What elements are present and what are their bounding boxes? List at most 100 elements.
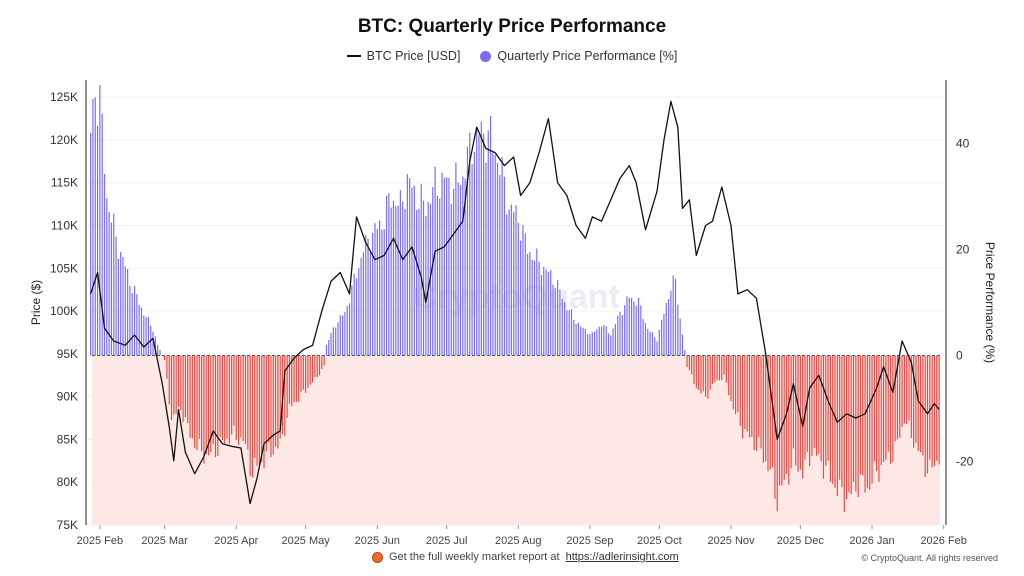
- performance-bar: [494, 154, 496, 356]
- performance-bar: [693, 355, 695, 384]
- performance-bar: [446, 177, 448, 356]
- performance-bar: [240, 355, 242, 438]
- performance-bar: [383, 229, 385, 356]
- performance-bar: [753, 355, 755, 451]
- performance-bar: [369, 252, 371, 356]
- performance-bar: [670, 290, 672, 356]
- performance-bar: [425, 216, 427, 356]
- performance-bar: [409, 178, 411, 356]
- performance-bar: [328, 340, 330, 356]
- performance-bar: [217, 355, 219, 456]
- performance-bar: [811, 355, 813, 456]
- chart-legend: BTC Price [USD] Quarterly Price Performa…: [0, 49, 1024, 63]
- performance-bar: [672, 275, 674, 356]
- performance-bar: [376, 228, 378, 356]
- performance-bar: [728, 355, 730, 396]
- performance-bar: [247, 355, 249, 450]
- performance-bar: [295, 355, 297, 403]
- performance-bar: [339, 315, 341, 356]
- performance-bar: [929, 355, 931, 460]
- performance-bar: [101, 113, 103, 356]
- legend-label-price: BTC Price [USD]: [366, 49, 461, 63]
- performance-bar: [344, 312, 346, 356]
- performance-bar: [235, 355, 237, 440]
- performance-bar: [563, 302, 566, 356]
- performance-bar: [665, 303, 667, 356]
- performance-bar: [268, 355, 270, 443]
- performance-bar: [480, 121, 482, 356]
- performance-bar: [108, 212, 110, 356]
- performance-bar: [455, 162, 457, 356]
- performance-bar: [820, 355, 822, 462]
- performance-bar: [716, 355, 718, 380]
- performance-bar: [270, 355, 272, 458]
- performance-bar: [203, 355, 205, 464]
- performance-bar: [894, 355, 896, 442]
- performance-bar: [714, 355, 716, 383]
- performance-bar: [718, 355, 721, 381]
- x-tick-label: 2025 Nov: [707, 535, 755, 547]
- performance-bar: [231, 355, 233, 435]
- performance-bar: [924, 355, 926, 478]
- performance-bar: [545, 269, 547, 356]
- performance-bar: [700, 355, 702, 394]
- performance-bar: [499, 175, 501, 356]
- performance-bar: [526, 253, 529, 356]
- line-swatch-icon: [346, 55, 361, 57]
- performance-bar: [663, 313, 665, 356]
- left-tick-label: 105K: [50, 261, 78, 275]
- performance-bar: [723, 355, 725, 375]
- performance-bar: [140, 307, 143, 356]
- performance-bar: [244, 355, 247, 444]
- performance-bar: [513, 212, 515, 356]
- performance-bar: [191, 355, 193, 439]
- left-tick-label: 125K: [50, 90, 78, 104]
- performance-bar: [113, 213, 115, 356]
- performance-bar: [415, 210, 418, 356]
- performance-bar: [337, 322, 339, 356]
- performance-bar: [827, 355, 829, 461]
- legend-label-performance: Quarterly Price Performance [%]: [497, 49, 678, 63]
- performance-bar: [642, 319, 644, 356]
- performance-bar: [501, 157, 503, 356]
- legend-item-price[interactable]: BTC Price [USD]: [346, 49, 461, 63]
- performance-bar: [661, 319, 663, 356]
- performance-bar: [607, 333, 610, 356]
- performance-bar: [348, 303, 351, 356]
- performance-bar: [318, 355, 321, 376]
- performance-bar: [633, 301, 635, 356]
- performance-bar: [531, 259, 533, 356]
- performance-bar: [635, 305, 637, 356]
- performance-bar: [406, 174, 408, 356]
- performance-bar: [649, 331, 651, 356]
- performance-bar: [129, 286, 131, 356]
- performance-bar: [589, 333, 591, 356]
- performance-bar: [848, 355, 850, 493]
- performance-bar: [254, 355, 256, 459]
- performance-bar: [580, 326, 582, 356]
- performance-bar: [529, 252, 531, 356]
- performance-bar: [96, 125, 99, 356]
- performance-bar: [464, 178, 466, 356]
- performance-bar: [152, 331, 154, 356]
- footer-link[interactable]: https://adlerinsight.com: [565, 551, 679, 563]
- performance-bar: [802, 355, 804, 479]
- performance-bar: [177, 355, 180, 407]
- legend-item-performance[interactable]: Quarterly Price Performance [%]: [480, 49, 677, 63]
- performance-bar: [365, 234, 367, 356]
- performance-bar: [524, 233, 526, 356]
- performance-bar: [619, 311, 621, 356]
- performance-bar: [737, 355, 739, 413]
- footer-note: Get the full weekly market report at htt…: [372, 551, 679, 563]
- performance-bar: [506, 214, 508, 356]
- performance-bar: [311, 355, 314, 383]
- price-line: [89, 100, 940, 505]
- performance-bar: [157, 344, 159, 356]
- performance-bar: [228, 355, 230, 444]
- performance-bar: [122, 256, 124, 356]
- performance-bar: [226, 355, 228, 439]
- performance-bar: [538, 261, 540, 356]
- performance-bar: [533, 260, 536, 356]
- performance-bar: [769, 355, 771, 470]
- performance-bar: [379, 220, 381, 356]
